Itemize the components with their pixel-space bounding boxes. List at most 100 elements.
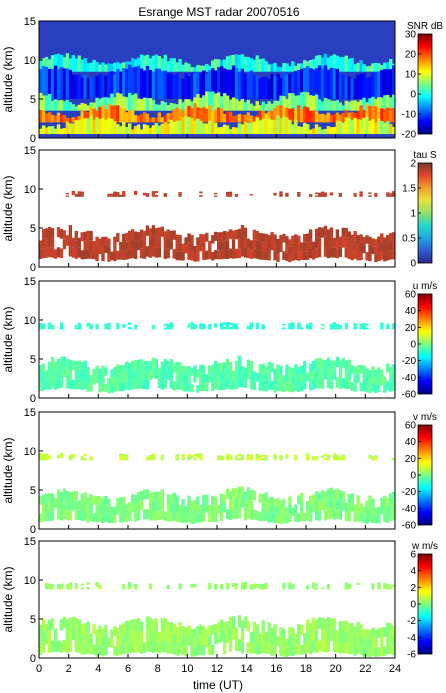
data-cell: [225, 249, 230, 260]
data-cell: [169, 230, 173, 241]
data-cell: [101, 382, 105, 392]
data-cell: [145, 193, 150, 195]
data-cell: [89, 77, 93, 99]
data-cell: [258, 457, 262, 461]
data-cell: [341, 501, 345, 511]
data-cell: [83, 458, 87, 461]
data-cell: [196, 237, 200, 246]
data-cell: [44, 95, 49, 111]
data-cell: [169, 58, 173, 72]
data-cell: [172, 381, 176, 391]
data-cell: [317, 247, 322, 258]
data-cell: [68, 69, 73, 99]
data-cell: [332, 499, 337, 510]
data-cell: [234, 360, 239, 371]
data-cell: [246, 99, 251, 111]
data-cell: [240, 456, 245, 459]
data-cell: [41, 125, 46, 135]
data-cell: [205, 123, 209, 135]
data-cell: [56, 100, 61, 111]
data-cell: [377, 383, 381, 392]
data-cell: [329, 55, 334, 72]
data-cell: [113, 375, 117, 384]
data-cell: [246, 487, 251, 498]
data-cell: [160, 370, 164, 381]
data-cell: [323, 501, 328, 511]
data-cell: [320, 324, 325, 326]
data-cell: [344, 325, 348, 328]
data-cell: [353, 195, 357, 197]
data-cell: [142, 124, 147, 135]
data-cell: [222, 68, 227, 99]
data-cell: [308, 513, 313, 522]
data-cell: [344, 379, 348, 390]
data-cell: [217, 456, 221, 459]
data-cell: [237, 71, 242, 99]
data-cell: [291, 322, 295, 325]
data-cell: [353, 194, 357, 196]
data-cell: [320, 227, 325, 238]
data-cell: [317, 192, 322, 195]
data-cell: [151, 501, 156, 512]
data-cell: [297, 644, 301, 655]
data-cell: [190, 516, 194, 525]
colorbar-tick-label: 0: [410, 259, 416, 270]
data-cell: [187, 242, 191, 251]
data-cell: [279, 193, 283, 195]
data-cell: [181, 499, 185, 508]
colorbar-tick-label: 60: [405, 421, 417, 432]
data-cell: [65, 510, 70, 521]
data-cell: [234, 583, 239, 586]
data-cell: [306, 630, 310, 642]
data-cell: [285, 456, 289, 459]
data-cell: [125, 361, 129, 371]
data-cell: [74, 325, 78, 328]
data-cell: [211, 235, 215, 244]
data-cell: [119, 63, 123, 72]
data-cell: [133, 115, 138, 123]
data-cell: [311, 503, 316, 513]
data-cell: [323, 236, 328, 247]
data-cell: [71, 74, 75, 99]
data-cell: [320, 327, 325, 330]
data-cell: [169, 368, 173, 379]
data-cell: [133, 93, 138, 111]
data-cell: [389, 233, 393, 242]
data-cell: [306, 251, 310, 260]
data-cell: [178, 109, 182, 123]
colorbar-tick-label: -20: [402, 130, 417, 141]
data-cell: [317, 640, 322, 652]
data-cell: [44, 127, 49, 135]
data-cell: [136, 98, 141, 111]
data-cell: [110, 638, 114, 648]
data-cell: [291, 507, 295, 516]
data-cell: [39, 69, 43, 99]
data-cell: [389, 511, 393, 521]
data-cell: [172, 634, 176, 645]
data-cell: [190, 500, 194, 509]
data-cell: [196, 505, 200, 514]
data-cell: [270, 241, 274, 251]
data-cell: [86, 383, 90, 392]
data-cell: [228, 327, 233, 330]
data-cell: [329, 360, 334, 371]
data-cell: [74, 361, 78, 371]
data-cell: [89, 62, 93, 72]
data-cell: [133, 231, 138, 241]
data-cell: [389, 375, 393, 384]
data-cell: [208, 582, 212, 585]
data-cell: [359, 251, 363, 261]
data-cell: [282, 515, 286, 524]
data-cell: [323, 359, 328, 370]
data-cell: [249, 509, 253, 520]
data-cell: [386, 193, 390, 196]
data-layer-u-0: [39, 355, 395, 394]
data-cell: [314, 358, 319, 369]
data-cell: [273, 506, 277, 516]
data-cell: [208, 327, 212, 330]
data-cell: [276, 364, 280, 374]
data-cell: [362, 323, 366, 326]
data-cell: [133, 512, 138, 522]
data-cell: [273, 384, 277, 393]
data-cell: [74, 106, 78, 111]
